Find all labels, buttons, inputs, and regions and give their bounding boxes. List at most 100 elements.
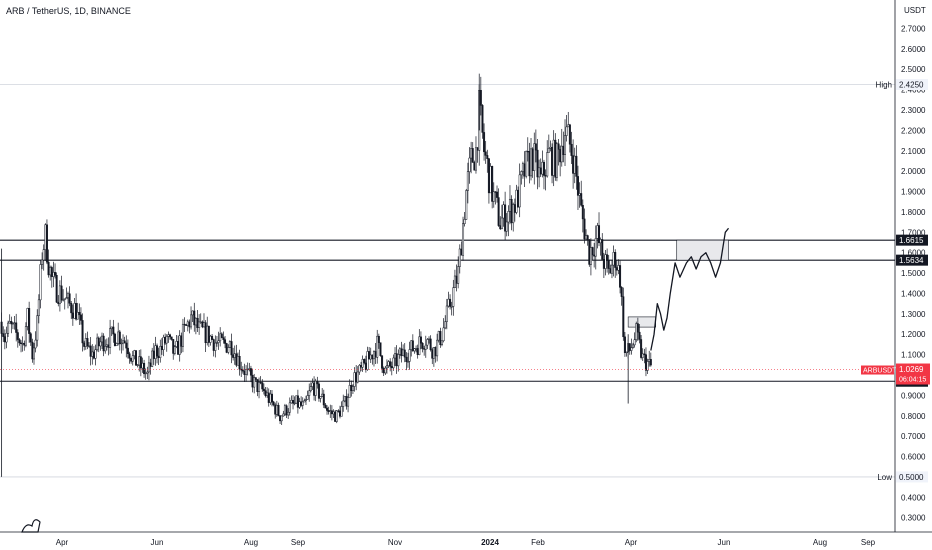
candle[interactable] (139, 349, 142, 377)
candle[interactable] (301, 397, 304, 410)
candle[interactable] (491, 165, 494, 209)
candle[interactable] (630, 338, 633, 355)
candle[interactable] (272, 400, 275, 407)
projection-box-small[interactable] (627, 316, 656, 328)
candle[interactable] (588, 239, 591, 267)
candle[interactable] (173, 345, 176, 356)
candle[interactable] (633, 332, 636, 348)
candle[interactable] (387, 360, 390, 368)
price-axis[interactable]: 2.7000 2.6000 2.5000 2.4000 2.3000 2.2000 2.10… (901, 24, 926, 522)
candle[interactable] (400, 341, 403, 363)
candle[interactable] (523, 151, 526, 187)
candle[interactable] (63, 298, 66, 310)
candle[interactable] (559, 145, 562, 177)
candle[interactable] (636, 317, 639, 342)
candle[interactable] (609, 264, 612, 274)
candle[interactable] (235, 344, 238, 368)
candle[interactable] (416, 344, 419, 359)
candle[interactable] (104, 339, 107, 354)
candle[interactable] (186, 319, 189, 332)
candle[interactable] (324, 402, 327, 409)
candle[interactable] (143, 359, 146, 378)
candle[interactable] (248, 362, 251, 372)
candle[interactable] (390, 361, 393, 376)
candle[interactable] (105, 338, 108, 351)
candle[interactable] (314, 378, 317, 402)
candle[interactable] (361, 355, 364, 372)
candle[interactable] (168, 333, 171, 340)
candle[interactable] (32, 342, 35, 365)
candle[interactable] (434, 346, 437, 363)
candle[interactable] (497, 188, 500, 227)
candle[interactable] (617, 259, 620, 275)
candle[interactable] (52, 261, 55, 288)
candle[interactable] (470, 141, 473, 174)
candle[interactable] (335, 410, 338, 424)
projection-box-target[interactable] (676, 239, 729, 261)
candle[interactable] (585, 229, 588, 240)
candle[interactable] (136, 364, 139, 368)
candle[interactable] (222, 331, 225, 344)
candle[interactable] (209, 334, 212, 346)
candle[interactable] (319, 396, 322, 403)
candle[interactable] (58, 280, 61, 312)
candle[interactable] (419, 331, 422, 350)
candle[interactable] (442, 318, 445, 343)
candle[interactable] (18, 338, 21, 346)
candle[interactable] (591, 246, 594, 261)
candle[interactable] (496, 185, 499, 203)
candle[interactable] (141, 357, 144, 373)
candle[interactable] (406, 352, 409, 368)
candle[interactable] (580, 180, 583, 207)
candle[interactable] (403, 343, 406, 363)
candle[interactable] (191, 310, 194, 323)
candle[interactable] (57, 295, 60, 307)
candle[interactable] (453, 269, 456, 288)
candle[interactable] (351, 384, 354, 394)
candle[interactable] (311, 378, 314, 391)
candle[interactable] (202, 313, 205, 328)
candle[interactable] (348, 379, 351, 398)
candle[interactable] (421, 342, 424, 353)
candle[interactable] (468, 147, 471, 184)
candle[interactable] (640, 335, 643, 360)
candle[interactable] (120, 338, 123, 354)
candle[interactable] (638, 323, 641, 344)
candle[interactable] (26, 307, 29, 331)
candle[interactable] (517, 186, 520, 208)
candle[interactable] (293, 396, 296, 406)
candle[interactable] (230, 333, 233, 364)
candle[interactable] (66, 291, 69, 309)
candle[interactable] (73, 297, 76, 319)
candle[interactable] (283, 403, 286, 416)
candle[interactable] (615, 260, 618, 276)
candle[interactable] (134, 350, 137, 366)
candle[interactable] (215, 335, 218, 347)
candle[interactable] (295, 395, 298, 404)
candle[interactable] (162, 334, 165, 357)
candle[interactable] (285, 404, 288, 418)
candle[interactable] (262, 383, 265, 395)
candle[interactable] (70, 300, 73, 320)
candle[interactable] (350, 380, 353, 397)
candle[interactable] (632, 342, 635, 349)
candle[interactable] (389, 358, 392, 372)
candle[interactable] (376, 329, 379, 364)
candle[interactable] (36, 309, 39, 347)
candle[interactable] (334, 410, 337, 422)
candle[interactable] (54, 263, 57, 279)
candle[interactable] (308, 383, 311, 402)
candle[interactable] (372, 350, 375, 367)
candle[interactable] (233, 345, 236, 365)
time-axis[interactable]: Apr Jun Aug Sep Nov 2024 Feb Apr Jun Aug Sep (56, 538, 876, 547)
candle[interactable] (528, 142, 531, 184)
candle[interactable] (219, 327, 222, 347)
candle[interactable] (413, 347, 416, 354)
candle[interactable] (300, 396, 303, 407)
candle[interactable] (60, 275, 63, 303)
candle[interactable] (512, 202, 515, 232)
candle[interactable] (628, 343, 631, 355)
candle[interactable] (570, 131, 573, 165)
candle[interactable] (21, 336, 24, 352)
candle[interactable] (541, 150, 544, 178)
